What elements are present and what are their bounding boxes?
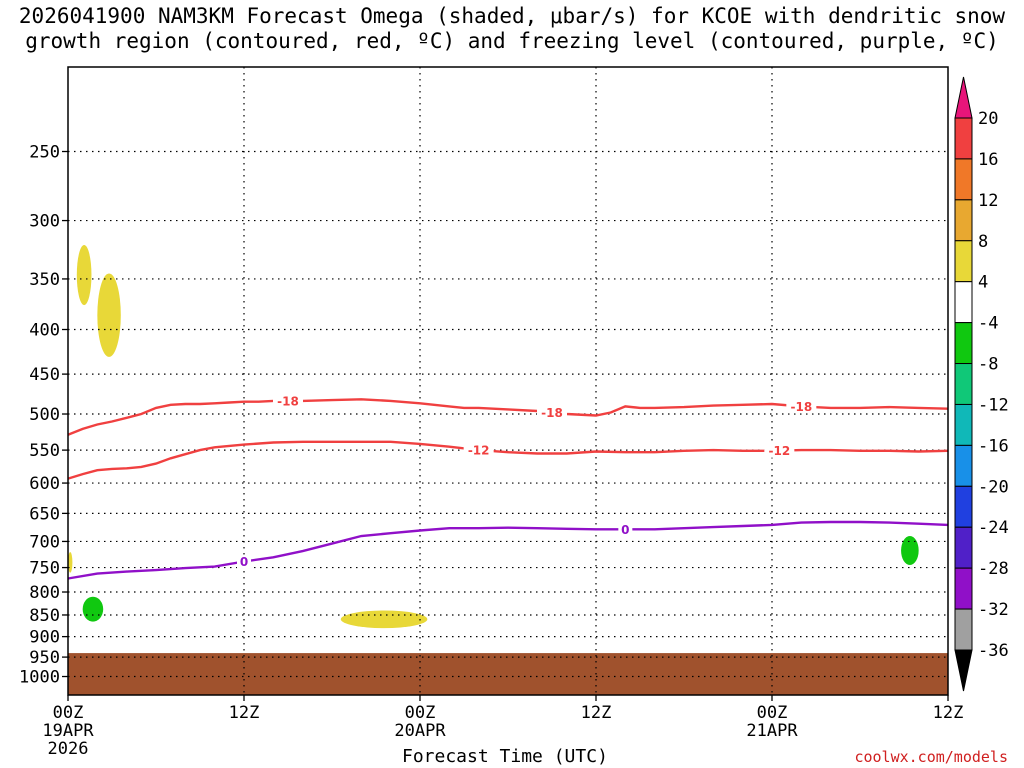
x-tick-label-36: 12Z — [581, 703, 612, 723]
colorbar-segment-11 — [954, 567, 973, 610]
omega-region-4 — [82, 596, 104, 622]
contour-label-1-0: -12 — [468, 444, 490, 458]
x-tick-label-48: 00Z — [757, 703, 788, 723]
x-year-label-0: 2026 — [48, 739, 89, 759]
plot-frame — [67, 66, 949, 696]
colorbar-segment-4 — [954, 281, 973, 324]
y-tick-label-850: 850 — [29, 606, 60, 626]
contour-label-2-1: 0 — [621, 523, 629, 537]
colorbar-label-13: -36 — [978, 641, 1009, 661]
contour-label-bg-1-1 — [764, 443, 795, 458]
y-tick-label-1000: 1000 — [19, 668, 60, 688]
contour-line-1 — [67, 440, 949, 480]
colorbar-segment-9 — [954, 485, 973, 528]
colorbar-segment-0 — [954, 117, 973, 160]
x-tick-label-24: 00Z — [405, 703, 436, 723]
x-date-label-48: 21APR — [746, 721, 798, 741]
colorbar-label-0: 20 — [978, 109, 998, 129]
y-tick-label-800: 800 — [29, 583, 60, 603]
y-tick-label-900: 900 — [29, 628, 60, 648]
x-axis-title: Forecast Time (UTC) — [402, 746, 608, 767]
contour-label-1-1: -12 — [768, 444, 790, 458]
chart-title-line1: 2026041900 NAM3KM Forecast Omega (shaded… — [18, 4, 1006, 28]
x-tick-label-60: 12Z — [933, 703, 964, 723]
colorbar-label-1: 16 — [978, 150, 998, 170]
colorbar-label-11: -28 — [978, 559, 1009, 579]
contour-label-0-2: -18 — [790, 400, 812, 414]
plot-area: -18 -18 -18 -12 -12 0 0 250 300 350 400 450 500 550 60… — [19, 66, 964, 759]
x-date-label-0: 19APR — [42, 721, 94, 741]
colorbar-segment-6 — [954, 363, 973, 405]
y-tick-label-950: 950 — [29, 648, 60, 668]
colorbar-label-12: -32 — [978, 600, 1009, 620]
y-tick-label-650: 650 — [29, 504, 60, 524]
y-tick-label-750: 750 — [29, 559, 60, 579]
colorbar-label-7: -12 — [978, 395, 1009, 415]
colorbar-segment-2 — [954, 199, 973, 242]
colorbar-segment-5 — [954, 322, 973, 365]
chart-title: 2026041900 NAM3KM Forecast Omega (shaded… — [0, 4, 1024, 54]
colorbar: 20 16 12 8 4 -4 -8 -12 -16 -20 -24 -28 -32 -36 — [954, 76, 1009, 692]
y-tick-label-400: 400 — [29, 321, 60, 341]
colorbar-bottom-triangle — [954, 649, 973, 692]
colorbar-segment-10 — [954, 526, 973, 569]
omega-region-3 — [340, 610, 428, 629]
colorbar-label-8: -16 — [978, 436, 1009, 456]
colorbar-label-10: -24 — [978, 518, 1009, 538]
omega-region-5 — [901, 535, 919, 566]
omega-region-0 — [76, 244, 92, 306]
contour-label-2-0: 0 — [240, 555, 248, 569]
colorbar-label-2: 12 — [978, 191, 998, 211]
colorbar-label-6: -8 — [978, 355, 998, 375]
colorbar-segment-7 — [954, 403, 973, 446]
x-tick-label-0: 00Z — [53, 703, 84, 723]
y-tick-label-300: 300 — [29, 212, 60, 232]
x-date-label-24: 20APR — [394, 721, 446, 741]
colorbar-label-9: -20 — [978, 477, 1009, 497]
contour-label-bg-2-1 — [618, 522, 633, 537]
y-tick-label-600: 600 — [29, 474, 60, 494]
contour-label-bg-2-0 — [237, 554, 251, 569]
omega-region-1 — [97, 273, 121, 357]
colorbar-label-3: 8 — [978, 232, 988, 252]
chart-title-line2: growth region (contoured, red, ºC) and f… — [25, 29, 999, 53]
colorbar-label-4: 4 — [978, 273, 988, 293]
credit-text: coolwx.com/models — [854, 748, 1008, 766]
contour-label-0-1: -18 — [541, 406, 563, 420]
y-tick-label-250: 250 — [29, 143, 60, 163]
y-tick-label-350: 350 — [29, 270, 60, 290]
colorbar-label-5: -4 — [978, 314, 998, 334]
contour-line-0 — [67, 398, 949, 436]
colorbar-segment-1 — [954, 158, 973, 201]
contour-label-bg-0-1 — [537, 405, 567, 420]
y-tick-label-450: 450 — [29, 365, 60, 385]
colorbar-segment-12 — [954, 608, 973, 651]
contour-label-bg-0-0 — [273, 393, 303, 408]
y-tick-label-700: 700 — [29, 532, 60, 552]
y-tick-label-550: 550 — [29, 441, 60, 461]
contour-label-bg-1-0 — [463, 443, 494, 458]
colorbar-segment-8 — [954, 444, 973, 487]
contour-line-2 — [67, 520, 949, 580]
y-tick-label-500: 500 — [29, 405, 60, 425]
x-tick-label-12: 12Z — [229, 703, 260, 723]
contour-label-bg-0-2 — [786, 399, 817, 414]
colorbar-segment-3 — [954, 240, 973, 283]
terrain-shading — [68, 653, 948, 695]
colorbar-top-triangle — [954, 76, 973, 119]
contour-label-0-0: -18 — [277, 394, 299, 408]
